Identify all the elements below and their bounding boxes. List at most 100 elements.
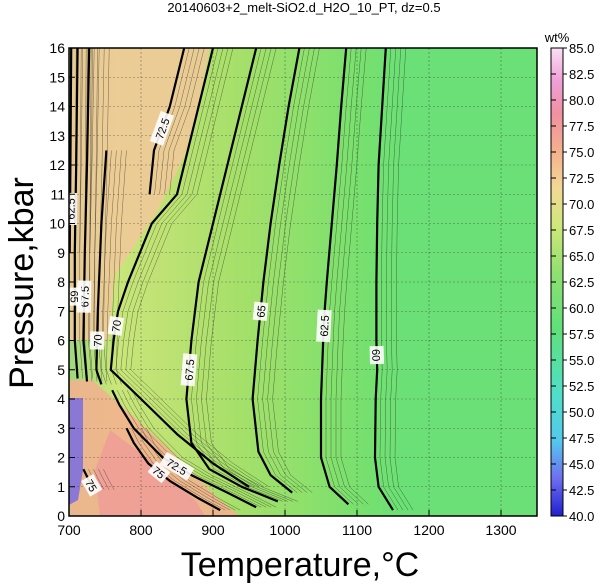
y-tick-label: 13 (49, 128, 65, 144)
fine-contour-line (103, 469, 115, 490)
contour-label-text: 60 (369, 349, 381, 362)
y-tick-label: 9 (57, 245, 65, 261)
colorbar-ticks: 40.0 42.5 45.0 47.5 50.0 52.5 55.0 57.5 60.0 62.5… (551, 41, 594, 524)
contour-label-bg (147, 460, 171, 484)
fine-contour-line (389, 48, 409, 511)
contour-label: 65 (67, 287, 82, 306)
fine-contour-line (111, 150, 122, 385)
contour-label-bg (149, 110, 174, 146)
fine-contour-line (191, 48, 283, 502)
contour-label: 75 (81, 474, 103, 497)
fine-contour-line (98, 469, 110, 490)
colorbar-tick-label: 72.5 (569, 171, 594, 186)
colorbar-tick-label: 52.5 (569, 379, 594, 394)
low-value-region (69, 398, 83, 505)
colorbar-tick-label: 42.5 (569, 483, 594, 498)
contour-line (111, 389, 257, 509)
fine-contour-line (206, 48, 298, 502)
warm-region-upper (70, 48, 210, 340)
contour-label: 65 (252, 301, 269, 321)
contour-label-text: 70 (92, 334, 104, 347)
y-tick-label: 11 (50, 186, 65, 202)
fine-contour-line (120, 48, 260, 488)
contour-line (373, 48, 394, 511)
colorbar-tick-label: 62.5 (569, 275, 594, 290)
fine-contour-line (103, 48, 110, 382)
contour-label-bg (69, 192, 78, 225)
colorbar-tick-label: 80.0 (569, 93, 594, 108)
y-tick-label: 14 (49, 99, 65, 115)
contour-label: 70 (89, 331, 105, 350)
x-tick-label: 800 (129, 522, 153, 538)
contour-label-text: 65 (255, 305, 268, 318)
contour-label-text: 75 (150, 465, 167, 482)
contour-label-text: 62.5 (66, 198, 78, 220)
colorbar-tick-label: 77.5 (569, 119, 594, 134)
colorbar-tick-label: 67.5 (569, 223, 594, 238)
y-tick-label: 15 (49, 69, 65, 85)
y-tick-label: 6 (57, 333, 65, 349)
fine-contour-line (79, 48, 82, 253)
axis-ticks: 700 800 900 1000 1100 1200 1300012345678910111… (49, 40, 516, 538)
chart-title: 20140603+2_melt-SiO2.d_H2O_10_PT, dz=0.5 (167, 0, 440, 15)
contour-label: 67.5 (180, 353, 198, 387)
contour-label: 70 (107, 315, 124, 336)
y-tick-label: 12 (49, 157, 65, 173)
contour-label: 62.5 (66, 192, 78, 225)
contour-line (95, 150, 108, 385)
y-tick-label: 1 (57, 479, 65, 495)
contour-label: 60 (369, 345, 385, 365)
grid-lines (69, 48, 537, 516)
fine-contour-line (394, 48, 414, 511)
contour-label-text: 75 (82, 478, 99, 495)
colorbar-tick-label: 75.0 (569, 145, 594, 160)
contour-label-text: 65 (67, 290, 79, 302)
colorbar-tick-label: 60.0 (569, 301, 594, 316)
colorbar-tick-label: 50.0 (569, 405, 594, 420)
x-tick-label: 1100 (342, 522, 372, 538)
colorbar-tick-label: 55.0 (569, 353, 594, 368)
x-tick-label: 1200 (413, 522, 444, 538)
colorbar-tick-label: 57.5 (569, 327, 594, 342)
fine-contour-line (164, 48, 200, 195)
contour-label-text: 67.5 (79, 286, 91, 308)
contour-label-text: 70 (110, 319, 124, 333)
contour-label-bg (180, 353, 198, 387)
contour-label-bg (89, 331, 105, 350)
colorbar-tick-label: 45.0 (569, 457, 594, 472)
x-axis-label: Temperature,°C (181, 546, 419, 584)
x-tick-label: 900 (201, 522, 225, 538)
fine-contour-line (340, 48, 369, 505)
contour-line (185, 48, 279, 503)
contour-label-bg (369, 345, 385, 365)
colorbar-tick-label: 47.5 (569, 431, 594, 446)
colorbar-tick-label: 65.0 (569, 249, 594, 264)
y-tick-label: 10 (49, 216, 65, 232)
colorbar-tick-label: 85.0 (569, 41, 594, 56)
colorbar-tick-label: 82.5 (569, 67, 594, 82)
y-tick-label: 7 (57, 303, 65, 319)
contour-label: 62.5 (316, 309, 332, 343)
colorbar-tick-label: 70.0 (569, 197, 594, 212)
x-tick-label: 700 (57, 522, 81, 538)
y-tick-label: 3 (57, 420, 65, 436)
contour-label-bg (252, 301, 269, 321)
fine-contour-line (335, 48, 364, 505)
y-tick-label: 5 (57, 362, 65, 378)
contour-label: 75 (147, 460, 171, 484)
colorbar-unit: wt% (544, 30, 570, 45)
fine-contour-line (272, 48, 320, 493)
fine-contour-line (106, 150, 117, 385)
y-tick-label: 2 (57, 450, 65, 466)
contour-label-bg (69, 287, 82, 306)
contour-label-text: 62.5 (319, 315, 332, 337)
contour-label-text: 67.5 (184, 359, 198, 381)
contour-label-bg (81, 474, 103, 497)
x-tick-label: 1000 (269, 522, 300, 538)
y-axis-label: Pressure,kbar (3, 177, 41, 389)
colorbar-tick-label: 40.0 (569, 509, 594, 524)
fine-contour-lines (74, 48, 414, 511)
contour-line (82, 48, 91, 382)
y-tick-label: 0 (57, 508, 65, 524)
